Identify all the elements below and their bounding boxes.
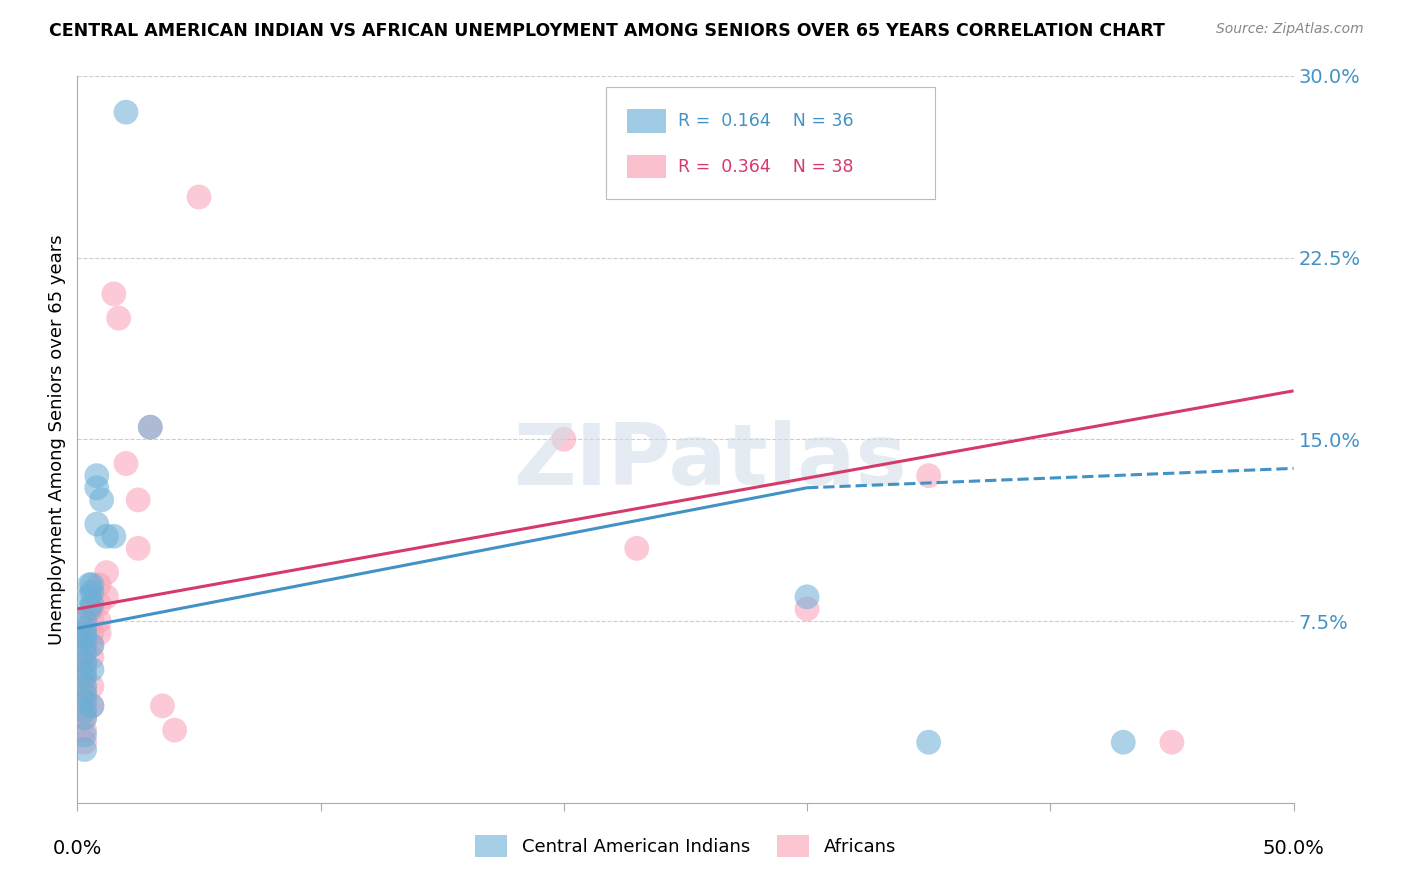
Point [80, 638, 103, 652]
Point [73, 621, 96, 635]
Point [626, 541, 648, 556]
Point [73, 680, 96, 694]
Point [73, 723, 96, 737]
Point [96, 529, 118, 543]
FancyBboxPatch shape [627, 109, 666, 133]
Point [115, 457, 138, 471]
Point [73, 687, 96, 701]
Point [918, 468, 941, 483]
FancyBboxPatch shape [627, 155, 666, 178]
Point [79, 602, 101, 616]
Y-axis label: Unemployment Among Seniors over 65 years: Unemployment Among Seniors over 65 years [48, 234, 66, 645]
Point [86, 468, 108, 483]
Point [127, 541, 149, 556]
Text: ZIPatlas: ZIPatlas [513, 419, 907, 502]
Point [139, 420, 162, 434]
Point [127, 492, 149, 507]
Point [80, 638, 103, 652]
Point [79, 590, 101, 604]
Point [73, 626, 96, 640]
Point [918, 735, 941, 749]
Point [1161, 735, 1184, 749]
Point [73, 614, 96, 628]
Point [1112, 735, 1135, 749]
Point [86, 517, 108, 532]
Point [73, 655, 96, 669]
Point [73, 631, 96, 645]
Point [80, 597, 103, 611]
Text: R =  0.164    N = 36: R = 0.164 N = 36 [678, 112, 853, 130]
Point [73, 631, 96, 645]
Point [80, 602, 103, 616]
Point [73, 646, 96, 660]
Point [73, 735, 96, 749]
Point [73, 711, 96, 725]
Point [73, 667, 96, 681]
Point [73, 638, 96, 652]
Point [80, 585, 103, 599]
Point [86, 481, 108, 495]
Point [73, 663, 96, 677]
Point [80, 614, 103, 628]
FancyBboxPatch shape [606, 87, 935, 200]
Point [163, 723, 186, 737]
Point [115, 105, 138, 120]
Text: CENTRAL AMERICAN INDIAN VS AFRICAN UNEMPLOYMENT AMONG SENIORS OVER 65 YEARS CORR: CENTRAL AMERICAN INDIAN VS AFRICAN UNEMP… [49, 22, 1166, 40]
Point [96, 590, 118, 604]
Point [80, 578, 103, 592]
Point [80, 698, 103, 713]
Point [553, 432, 575, 446]
Point [796, 602, 818, 616]
Point [89, 597, 111, 611]
Text: R =  0.364    N = 38: R = 0.364 N = 38 [678, 158, 853, 176]
Point [73, 646, 96, 660]
Point [90, 492, 112, 507]
Point [73, 694, 96, 708]
Point [152, 698, 174, 713]
Point [89, 578, 111, 592]
Point [73, 711, 96, 725]
Point [73, 728, 96, 742]
Point [188, 190, 211, 204]
Point [80, 663, 103, 677]
Point [107, 311, 129, 326]
Point [79, 578, 101, 592]
Point [73, 614, 96, 628]
Point [80, 650, 103, 665]
Text: Source: ZipAtlas.com: Source: ZipAtlas.com [1216, 22, 1364, 37]
Text: 50.0%: 50.0% [1263, 839, 1324, 858]
Point [80, 680, 103, 694]
Point [80, 626, 103, 640]
Text: 0.0%: 0.0% [52, 839, 103, 858]
Point [73, 698, 96, 713]
Point [73, 655, 96, 669]
Point [103, 287, 125, 301]
Point [796, 590, 818, 604]
Point [73, 742, 96, 756]
Point [80, 698, 103, 713]
Point [139, 420, 162, 434]
Point [89, 614, 111, 628]
Point [73, 687, 96, 701]
Point [73, 670, 96, 684]
Point [89, 626, 111, 640]
Point [96, 566, 118, 580]
Point [73, 680, 96, 694]
Legend: Central American Indians, Africans: Central American Indians, Africans [467, 828, 904, 864]
Point [73, 704, 96, 718]
Point [103, 529, 125, 543]
